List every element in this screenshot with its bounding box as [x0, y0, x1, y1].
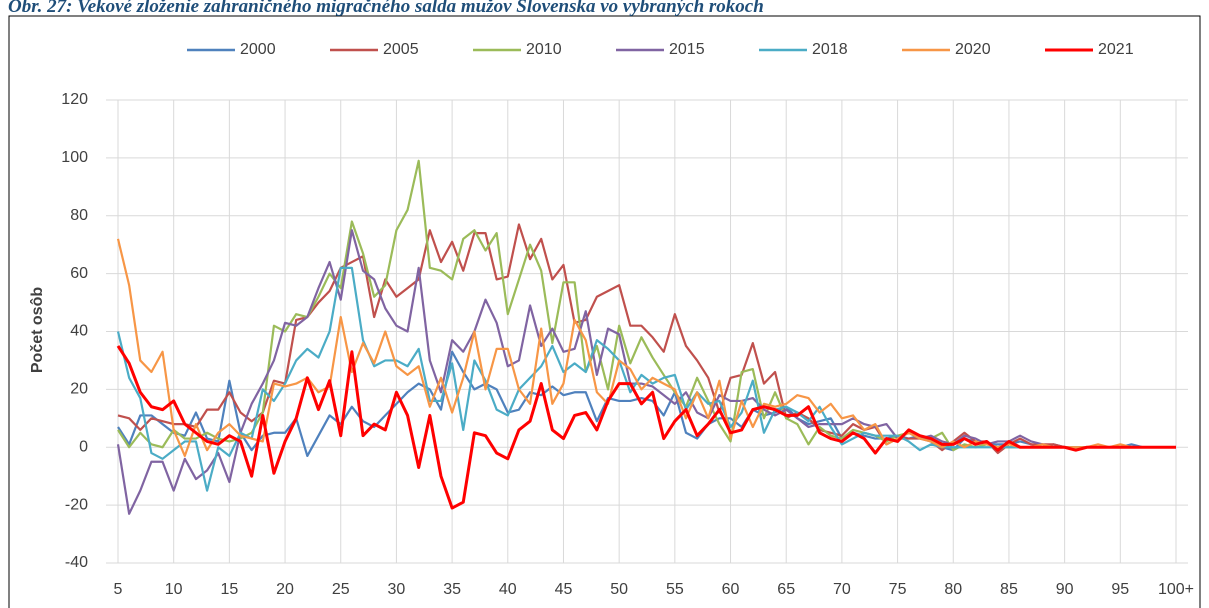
series-line [116, 229, 1176, 515]
y-tick-label: 60 [70, 265, 88, 282]
legend-label: 2010 [526, 41, 562, 58]
y-axis-title: Počet osôb [29, 287, 46, 373]
y-tick-label: -40 [65, 554, 88, 571]
y-tick-label: 120 [61, 91, 88, 108]
x-tick-label: 60 [722, 581, 740, 598]
legend-label: 2015 [669, 41, 705, 58]
legend-label: 2005 [383, 41, 419, 58]
x-tick-label: 95 [1111, 581, 1129, 598]
y-tick-label: 80 [70, 207, 88, 224]
x-tick-label: 80 [944, 581, 962, 598]
x-tick-label: 75 [889, 581, 907, 598]
chart-frame [8, 15, 1201, 608]
series-line [117, 223, 1176, 455]
legend-label: 2000 [240, 41, 276, 58]
y-tick-label: 100 [61, 149, 88, 166]
y-tick-label: 20 [70, 381, 88, 398]
y-tick-label: 0 [79, 438, 88, 455]
legend-label: 2020 [955, 41, 991, 58]
x-tick-label: 65 [777, 581, 795, 598]
x-tick-label: 40 [499, 581, 517, 598]
x-tick-label: 100+ [1158, 581, 1194, 598]
x-tick-label: 50 [610, 581, 628, 598]
x-tick-label: 5 [114, 581, 123, 598]
x-tick-label: 25 [332, 581, 350, 598]
x-tick-label: 70 [833, 581, 851, 598]
series-line [117, 159, 1176, 452]
y-tick-label: 40 [70, 323, 88, 340]
series-line [116, 345, 1176, 510]
x-tick-label: 20 [276, 581, 294, 598]
x-tick-label: 55 [666, 581, 684, 598]
legend-label: 2018 [812, 41, 848, 58]
series-line [116, 238, 1176, 458]
y-tick-label: -20 [65, 496, 88, 513]
x-tick-label: 35 [443, 581, 461, 598]
series-line [116, 266, 1176, 492]
x-tick-label: 85 [1000, 581, 1018, 598]
legend-label: 2021 [1098, 41, 1134, 58]
x-tick-label: 10 [165, 581, 183, 598]
x-tick-label: 15 [220, 581, 238, 598]
x-tick-label: 30 [388, 581, 406, 598]
chart-title: Obr. 27: Vekové zloženie zahraničného mi… [8, 0, 764, 17]
x-tick-label: 90 [1056, 581, 1074, 598]
x-tick-label: 45 [555, 581, 573, 598]
